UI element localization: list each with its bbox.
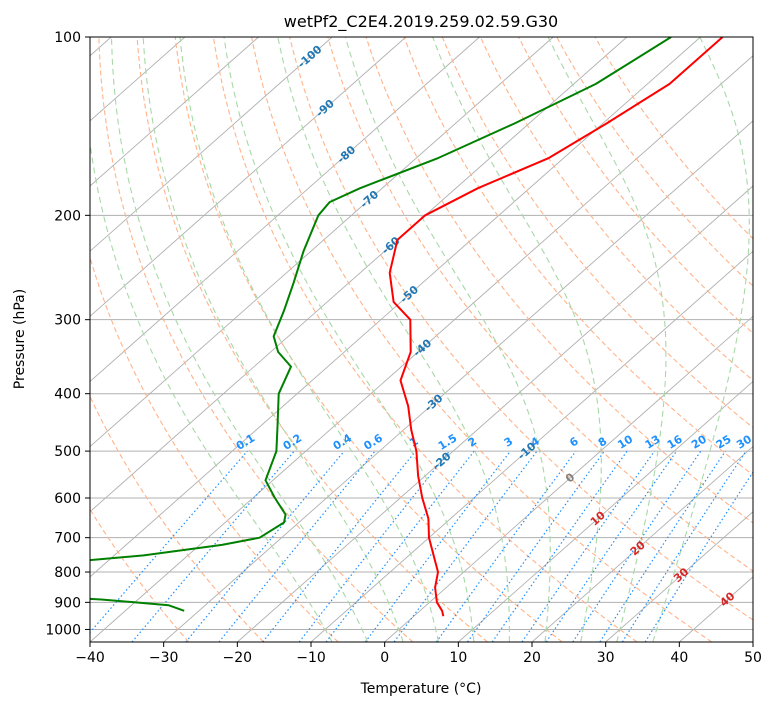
temperature-line bbox=[388, 37, 724, 617]
isotherm-line bbox=[605, 511, 753, 642]
moist-adiabat-line bbox=[142, 37, 404, 642]
mixing-ratio-label: 30 bbox=[734, 432, 754, 451]
profile-lines bbox=[90, 37, 724, 617]
mixing-ratio-line bbox=[467, 450, 605, 642]
isotherm-line bbox=[163, 120, 753, 642]
isotherm-line bbox=[531, 445, 753, 642]
moist-adiabat-line bbox=[223, 37, 475, 642]
x-tick-label: −40 bbox=[75, 650, 105, 666]
y-tick-label: 600 bbox=[54, 491, 81, 507]
y-tick-label: 900 bbox=[54, 595, 81, 611]
skewed-isotherms bbox=[90, 37, 753, 642]
mixing-ratio-line bbox=[621, 450, 747, 642]
dry-adiabat-line bbox=[212, 37, 638, 642]
x-tick-label: −20 bbox=[223, 650, 253, 666]
mixing-ratio-label: 36 bbox=[755, 432, 775, 451]
dewpoint-line bbox=[90, 37, 672, 612]
isotherm-line bbox=[90, 37, 628, 513]
mixing-ratio-line bbox=[491, 450, 628, 642]
pressure-gridlines bbox=[90, 37, 753, 630]
moist-adiabat-line bbox=[344, 37, 551, 642]
dry-adiabat-line bbox=[90, 395, 264, 642]
dry-adiabat-line bbox=[403, 37, 753, 476]
x-tick-label: −10 bbox=[296, 650, 326, 666]
dry-adiabat-line bbox=[327, 37, 753, 572]
y-tick-label: 200 bbox=[54, 208, 81, 224]
isotherm-line bbox=[90, 37, 480, 383]
x-axis: −40 −30 −20 −10 0 10 20 30 40 50 bbox=[75, 642, 762, 666]
dry-adiabat-line bbox=[251, 37, 713, 642]
x-tick-label: 50 bbox=[744, 650, 762, 666]
mixing-ratio-line bbox=[435, 450, 577, 642]
plot-frame bbox=[89, 36, 754, 643]
moist-adiabat-line bbox=[652, 37, 750, 642]
x-tick-label: 0 bbox=[380, 650, 389, 666]
y-tick-label: 300 bbox=[54, 313, 81, 329]
x-tick-label: 20 bbox=[523, 650, 541, 666]
isotherm-line bbox=[752, 641, 753, 642]
isotherm-line bbox=[90, 55, 753, 642]
y-tick-label: 400 bbox=[54, 387, 81, 403]
dry-adiabat-line bbox=[518, 37, 753, 334]
x-tick-label: 40 bbox=[670, 650, 688, 666]
mixing-ratio-line bbox=[545, 450, 678, 642]
moist-adiabat-line bbox=[179, 37, 440, 642]
chart-title: wetPf2_C2E4.2019.259.02.59.G30 bbox=[284, 12, 558, 32]
isotherm-line bbox=[90, 37, 259, 187]
x-tick-label: −30 bbox=[149, 650, 179, 666]
mixing-ratio-line bbox=[218, 450, 376, 642]
y-axis: 100 200 300 400 500 600 700 800 900 1000 bbox=[45, 30, 90, 638]
moist-adiabat-line bbox=[110, 37, 369, 642]
mixing-ratio-line bbox=[325, 450, 475, 642]
moist-adiabats bbox=[90, 37, 750, 642]
x-tick-label: 30 bbox=[597, 650, 615, 666]
dry-adiabat-line bbox=[98, 37, 414, 642]
isotherm-line bbox=[90, 37, 701, 578]
dry-adiabat-line bbox=[479, 37, 753, 382]
dry-adiabat-line bbox=[136, 37, 488, 642]
y-tick-label: 100 bbox=[54, 30, 81, 46]
mixing-ratio-line bbox=[185, 450, 345, 642]
isotherm-line bbox=[90, 37, 333, 252]
mixing-ratio-line bbox=[298, 450, 450, 642]
dry-adiabat-line bbox=[289, 37, 753, 621]
x-tick-label: 10 bbox=[449, 650, 467, 666]
moist-adiabat-line bbox=[90, 139, 333, 642]
mixing-ratio-line bbox=[521, 450, 655, 642]
y-tick-label: 700 bbox=[54, 531, 81, 547]
y-tick-label: 500 bbox=[54, 444, 81, 460]
moist-adiabat-line bbox=[432, 37, 602, 642]
plot-background bbox=[90, 37, 753, 642]
isotherm-line bbox=[90, 37, 407, 317]
moist-adiabat-line bbox=[277, 37, 510, 642]
isotherm-line bbox=[384, 315, 753, 642]
isotherm-line bbox=[458, 380, 753, 642]
dry-adiabat-line bbox=[441, 37, 753, 429]
y-tick-label: 1000 bbox=[45, 622, 81, 638]
x-axis-title: Temperature (°C) bbox=[360, 681, 482, 697]
isotherm-line bbox=[90, 37, 554, 448]
dry-adiabat-line bbox=[365, 37, 753, 524]
isotherm-line bbox=[237, 185, 753, 642]
mixing-ratio-line bbox=[262, 450, 417, 642]
mixing-ratio-line bbox=[644, 470, 753, 642]
y-axis-title: Pressure (hPa) bbox=[12, 289, 28, 389]
moist-adiabat-line bbox=[547, 37, 667, 642]
y-tick-label: 800 bbox=[54, 565, 81, 581]
